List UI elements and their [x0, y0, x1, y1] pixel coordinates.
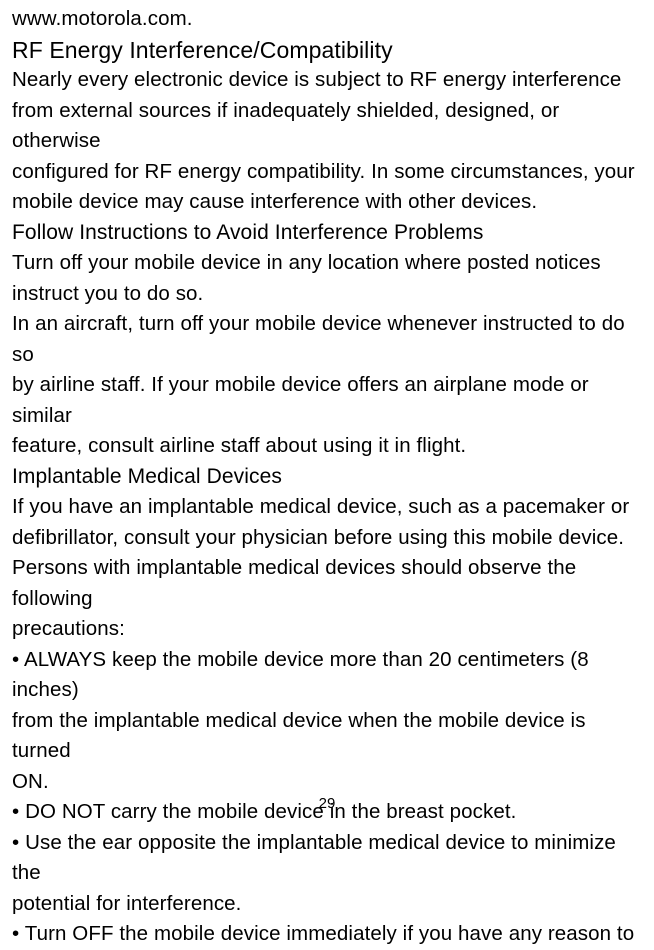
- heading-rf-energy: RF Energy Interference/Compatibility: [12, 35, 646, 66]
- body-text: Turn off your mobile device in any locat…: [12, 248, 646, 279]
- body-text: If you have an implantable medical devic…: [12, 492, 646, 523]
- body-text: precautions:: [12, 614, 646, 645]
- body-text: configured for RF energy compatibility. …: [12, 157, 646, 188]
- bullet-text: potential for interference.: [12, 889, 646, 920]
- bullet-text: • Turn OFF the mobile device immediately…: [12, 919, 646, 950]
- body-text: defibrillator, consult your physician be…: [12, 523, 646, 554]
- bullet-text: • ALWAYS keep the mobile device more tha…: [12, 645, 646, 706]
- body-text: Nearly every electronic device is subjec…: [12, 65, 646, 96]
- bullet-text: from the implantable medical device when…: [12, 706, 646, 767]
- url-text: www.motorola.com.: [12, 4, 646, 35]
- body-text: from external sources if inadequately sh…: [12, 96, 646, 157]
- body-text: by airline staff. If your mobile device …: [12, 370, 646, 431]
- body-text: In an aircraft, turn off your mobile dev…: [12, 309, 646, 370]
- body-text: instruct you to do so.: [12, 279, 646, 310]
- bullet-text: ON.: [12, 767, 646, 798]
- body-text: Persons with implantable medical devices…: [12, 553, 646, 614]
- heading-follow-instructions: Follow Instructions to Avoid Interferenc…: [12, 218, 646, 249]
- body-text: mobile device may cause interference wit…: [12, 187, 646, 218]
- page-number: 29: [0, 795, 654, 812]
- body-text: feature, consult airline staff about usi…: [12, 431, 646, 462]
- bullet-text: • Use the ear opposite the implantable m…: [12, 828, 646, 889]
- heading-implantable-devices: Implantable Medical Devices: [12, 462, 646, 493]
